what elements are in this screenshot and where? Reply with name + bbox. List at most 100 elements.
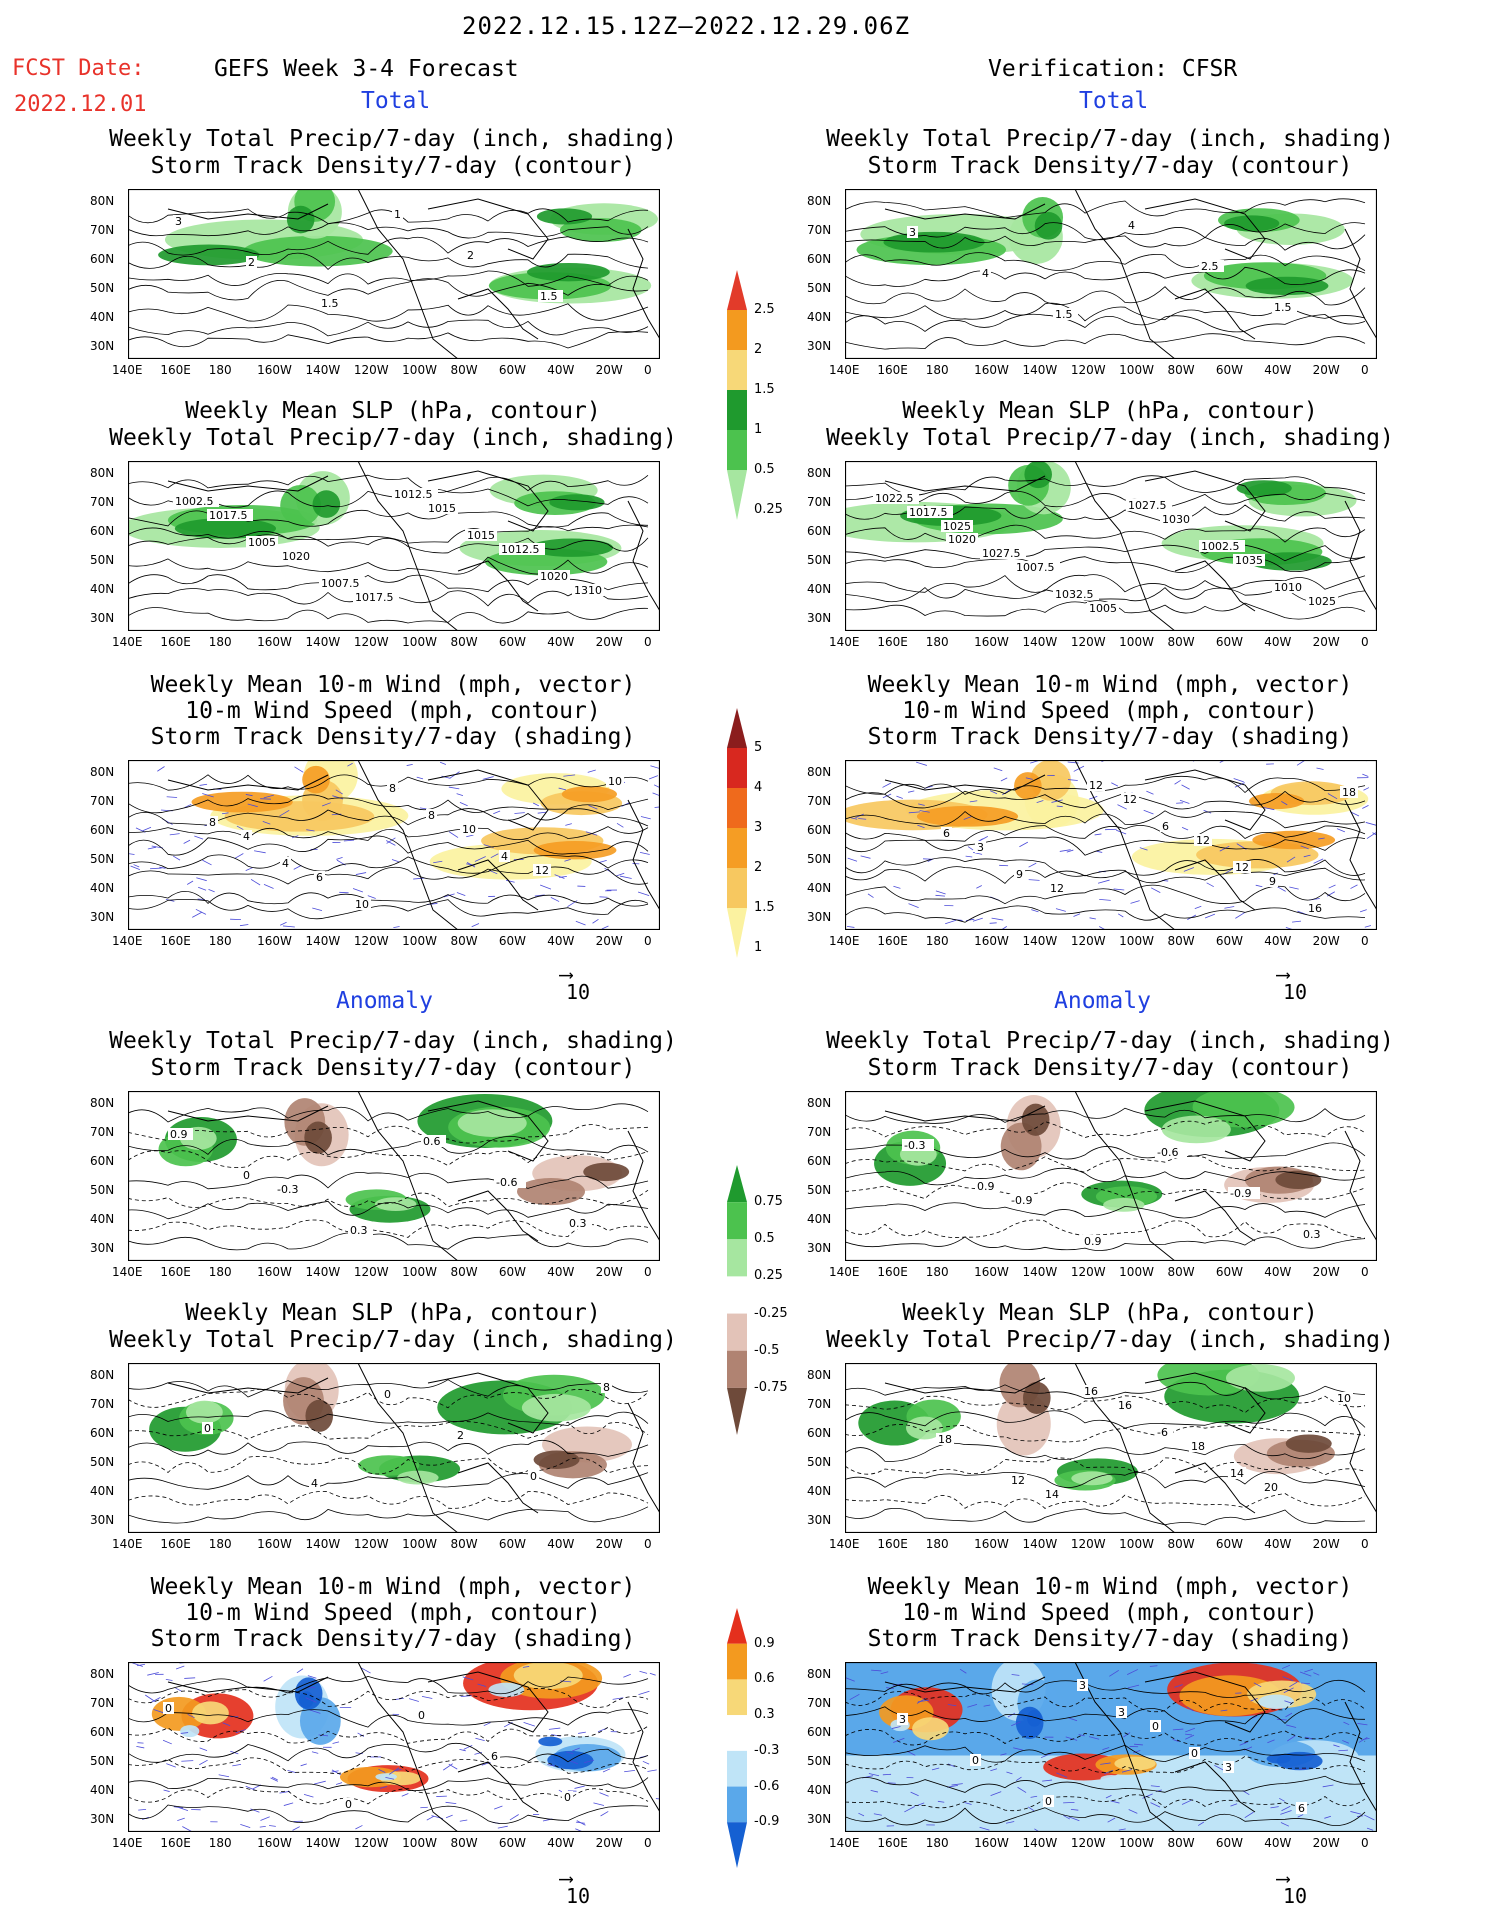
lon-tick-label: 180: [925, 363, 949, 377]
contour-label: 3: [899, 1713, 906, 1726]
contour-line: [845, 1493, 1366, 1509]
wind-vector: [1113, 888, 1125, 891]
colorbar-segment: [727, 788, 747, 828]
contour-label: 12: [1123, 793, 1137, 806]
contour-line: [128, 1675, 649, 1695]
contour-label-bg: [1014, 561, 1060, 573]
contour-label: 14: [1045, 1488, 1059, 1501]
contour-label-bg: [416, 1709, 427, 1721]
wind-vector: [882, 782, 892, 788]
wind-vector: [947, 1763, 956, 1768]
wind-vector: [1327, 793, 1338, 800]
contour-line: [128, 1232, 649, 1251]
wind-vector: [169, 833, 180, 836]
shade-region: [1285, 1434, 1332, 1453]
contour-label-bg: [1082, 1385, 1100, 1397]
wind-vector: [194, 835, 204, 840]
coastline: [1174, 859, 1256, 911]
contour-line: [845, 1729, 1366, 1746]
wind-vector: [918, 803, 925, 806]
wind-vector: [184, 803, 192, 808]
wind-vector: [132, 1662, 143, 1667]
contour-label: 1002.5: [175, 495, 214, 508]
wind-vector: [571, 1747, 580, 1752]
lon-tick-label: 140E: [829, 1265, 860, 1279]
lon-tick-label: 180: [208, 1265, 232, 1279]
contour-label: 1010: [1274, 581, 1302, 594]
wind-vector: [574, 1785, 585, 1789]
wind-vector: [245, 794, 253, 797]
contour-label: 4: [311, 1477, 318, 1490]
colorbar-segment: [727, 1750, 747, 1787]
fcst-date-value: 2022.12.01: [14, 92, 147, 117]
lat-tick-label: 70N: [90, 495, 115, 509]
wind-vector: [893, 1737, 905, 1743]
lat-tick-label: 80N: [90, 1368, 115, 1382]
contour-label-bg: [1087, 602, 1119, 614]
wind-vector: [584, 1759, 595, 1764]
contour-label-bg: [1155, 1426, 1173, 1438]
shade-region: [536, 208, 593, 225]
contour-label-bg: [936, 1433, 954, 1445]
coastline: [1344, 228, 1377, 340]
contour-label-bg: [465, 529, 497, 541]
lon-tick-label: 160E: [877, 363, 908, 377]
colorbar-storm_anom: [727, 1608, 747, 1868]
wind-vector: [1286, 1724, 1297, 1728]
contour-line: [845, 1807, 1366, 1826]
lon-tick-label: 140E: [112, 1836, 143, 1850]
lon-tick-label: 180: [925, 1265, 949, 1279]
lon-tick-label: 120W: [353, 1836, 389, 1850]
colorbar-label: 1: [754, 940, 763, 955]
colorbar-segment: [727, 748, 747, 788]
contour-label: 6: [943, 827, 950, 840]
lon-tick-label: 20W: [595, 635, 623, 649]
wind-vector: [1068, 1816, 1080, 1822]
lat-tick-label: 70N: [90, 794, 115, 808]
coastline: [167, 1377, 329, 1394]
wind-vector: [307, 1675, 317, 1679]
wind-vector: [1362, 773, 1369, 777]
wind-vector: [846, 925, 855, 928]
contour-line: [845, 824, 1366, 842]
contour-label: -0.6: [1157, 1146, 1178, 1159]
lon-tick-label: 0: [644, 1836, 652, 1850]
lon-tick-label: 100W: [402, 934, 437, 948]
wind-vector: [199, 1759, 208, 1766]
wind-vector: [1117, 913, 1124, 918]
lat-tick-label: 60N: [90, 1426, 115, 1440]
contour-label: 1017.5: [909, 506, 948, 519]
contour-label-bg: [533, 864, 551, 876]
contour-label-bg: [207, 509, 253, 521]
wind-vector: [159, 866, 166, 869]
lon-tick-label: 0: [1361, 363, 1369, 377]
contour-label: 9: [1016, 868, 1023, 881]
contour-label-bg: [348, 1224, 373, 1236]
total-label-right: Total: [1079, 88, 1149, 114]
wind-vector: [565, 823, 572, 826]
wind-vector: [1220, 1709, 1228, 1712]
wind-vector: [1089, 795, 1098, 800]
lat-tick-label: 40N: [807, 1783, 832, 1797]
wind-vector: [522, 1666, 530, 1668]
contour-label-bg: [1043, 1488, 1061, 1500]
shade-region: [561, 786, 617, 803]
lon-tick-label: 100W: [1119, 635, 1154, 649]
shade-region: [916, 805, 1019, 827]
contour-line: [128, 1103, 649, 1123]
wind-vector: [1118, 1828, 1126, 1831]
lon-tick-label: 40W: [547, 1265, 575, 1279]
lon-tick-label: 160E: [160, 1836, 191, 1850]
wind-vector: [551, 1734, 561, 1737]
shade-region: [526, 262, 610, 282]
fcst-date-label: FCST Date:: [12, 56, 145, 81]
contour-label: 1.5: [1274, 301, 1292, 314]
contour-label: 0: [204, 1422, 211, 1435]
contour-line: [845, 1381, 1366, 1400]
lon-tick-label: 160W: [974, 1265, 1009, 1279]
shade-region: [1258, 1694, 1295, 1709]
shade-region: [1021, 1103, 1050, 1136]
contour-line: [128, 866, 649, 885]
contour-label: 0.9: [1084, 1235, 1102, 1248]
contour-line: [128, 1472, 649, 1490]
